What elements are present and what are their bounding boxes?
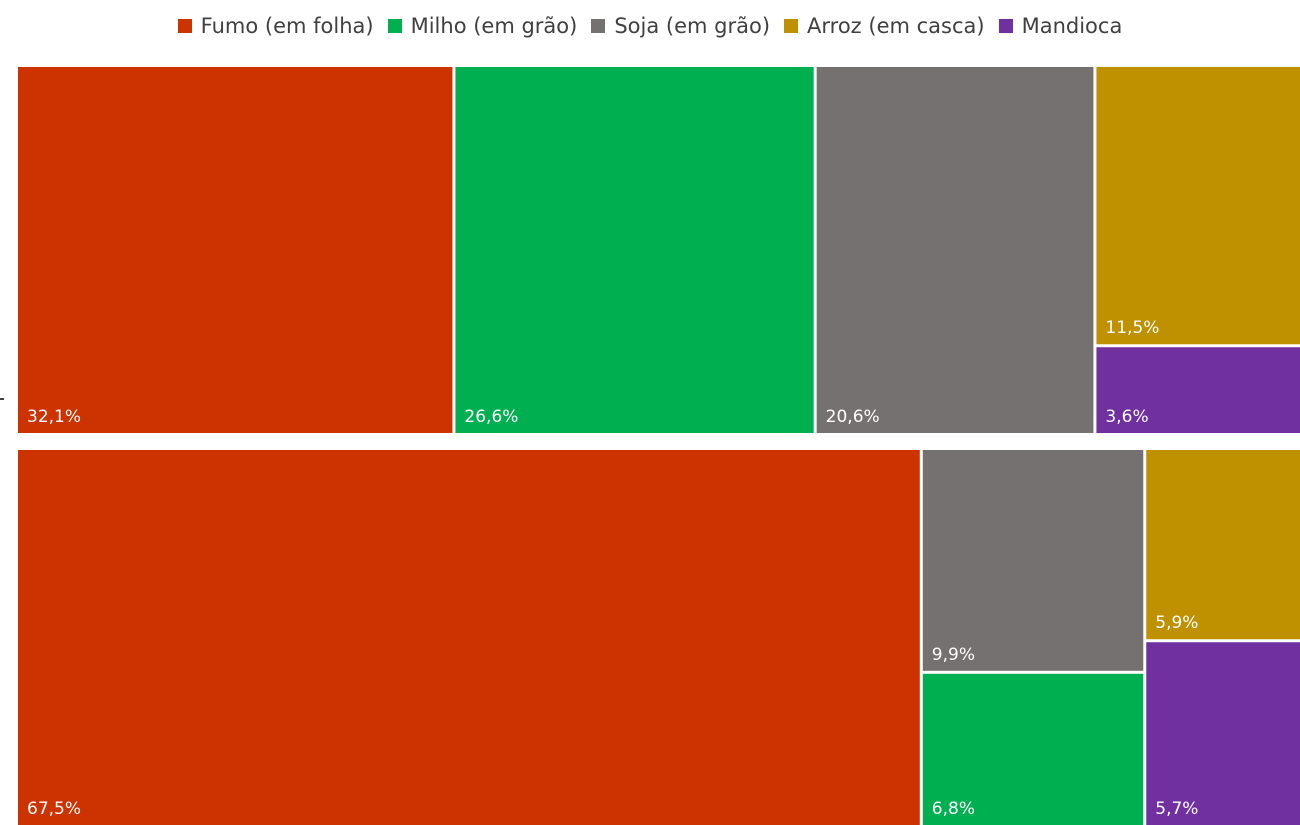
- treemap-tile-mandioca: [1096, 347, 1300, 433]
- data-label: 11,5%: [1105, 318, 1159, 338]
- treemap-tile-arroz-em-casca: [1146, 450, 1300, 640]
- treemap-tile-soja-em-grao: [922, 450, 1144, 671]
- treemap-tile-fumo-em-folha: [18, 450, 920, 825]
- legend-swatch-icon: [387, 19, 402, 33]
- legend-label: Mandioca: [1021, 14, 1123, 38]
- legend-label: Soja (em grão): [614, 14, 771, 38]
- treemap-tile-milho-em-grao: [455, 67, 814, 433]
- legend-swatch-icon: [998, 19, 1013, 33]
- treemap-tile-fumo-em-folha: [18, 67, 453, 433]
- legend-label: Milho (em grão): [410, 14, 578, 38]
- legend-item-arroz-em-casca: Arroz (em casca): [784, 14, 985, 38]
- legend-item-milho-em-grao: Milho (em grão): [387, 14, 578, 38]
- legend-label: Arroz (em casca): [807, 14, 985, 38]
- treemap-tile-milho-em-grao: [922, 673, 1144, 825]
- data-label: 67,5%: [27, 799, 81, 819]
- legend-item-fumo-em-folha: Fumo (em folha): [177, 14, 374, 38]
- treemap-group: 67,5% 9,9% 6,8% 5,9% 5,7%: [18, 450, 1300, 825]
- treemap-tile-soja-em-grao: [816, 67, 1094, 433]
- legend-label: Fumo (em folha): [200, 14, 374, 38]
- legend-swatch-icon: [591, 19, 606, 33]
- legend-swatch-icon: [784, 19, 799, 33]
- legend-item-soja-em-grao: Soja (em grão): [591, 14, 770, 38]
- chart-legend: Fumo (em folha) Milho (em grão) Soja (em g…: [0, 8, 1300, 44]
- data-label: 26,6%: [464, 407, 518, 427]
- axis-tick-mark: [0, 398, 4, 400]
- treemap-group: 32,1% 26,6% 20,6% 11,5% 3,6%: [18, 67, 1300, 433]
- treemap-tile-mandioca: [1146, 642, 1300, 825]
- data-label: 5,7%: [1155, 799, 1198, 819]
- data-label: 6,8%: [932, 799, 975, 819]
- data-label: 5,9%: [1155, 613, 1198, 633]
- data-label: 9,9%: [932, 645, 975, 665]
- data-label: 32,1%: [27, 407, 81, 427]
- data-label: 3,6%: [1105, 407, 1148, 427]
- data-label: 20,6%: [826, 407, 880, 427]
- legend-item-mandioca: Mandioca: [998, 14, 1123, 38]
- treemap-tile-arroz-em-casca: [1096, 67, 1300, 345]
- legend-swatch-icon: [177, 19, 192, 33]
